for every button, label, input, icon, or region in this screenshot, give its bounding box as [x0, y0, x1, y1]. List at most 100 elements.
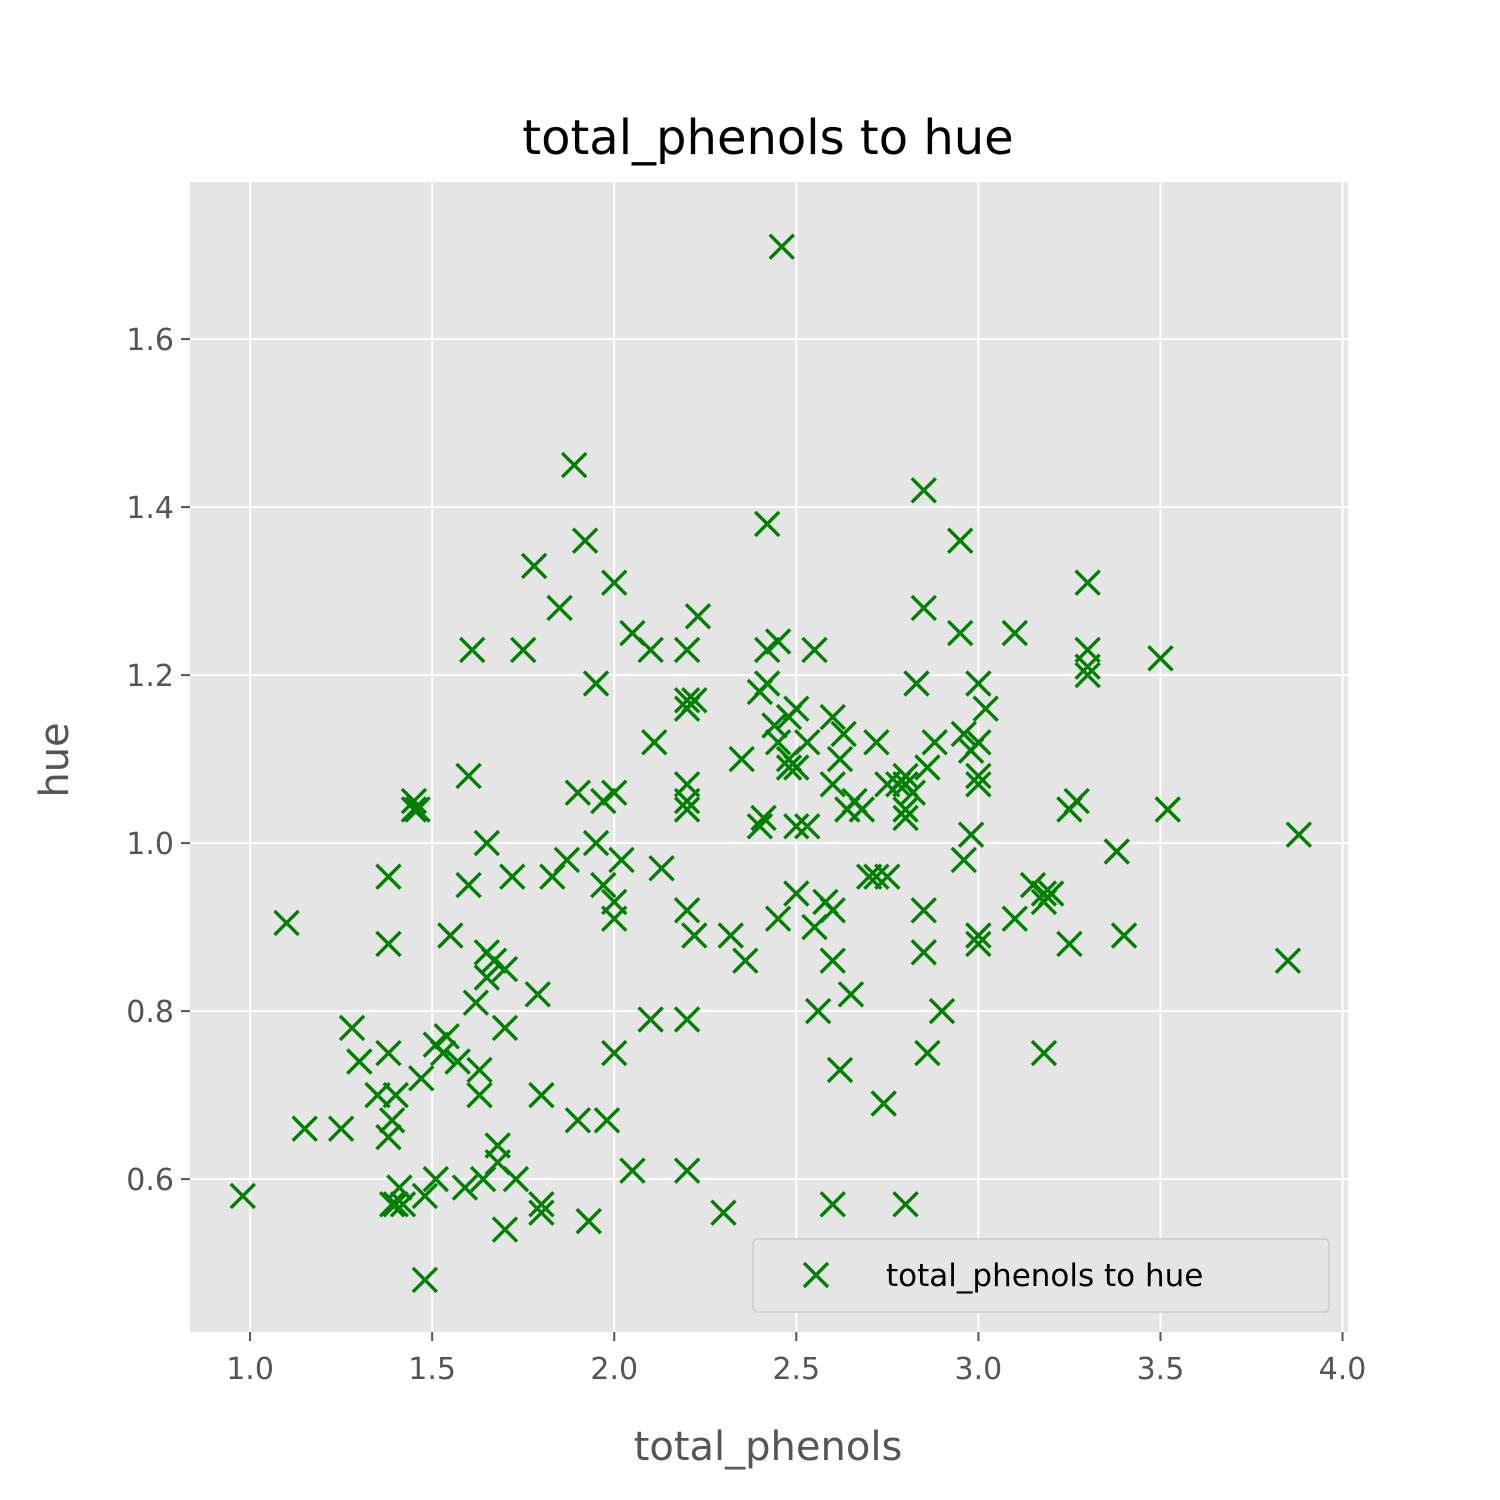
data-point: [804, 997, 832, 1025]
data-point: [382, 1191, 409, 1218]
data-point: [863, 863, 890, 890]
data-point: [528, 1081, 555, 1109]
data-point: [590, 787, 617, 815]
data-point: [921, 729, 948, 756]
data-point: [710, 1199, 737, 1226]
data-point: [1038, 880, 1065, 907]
data-point: [946, 527, 974, 554]
data-point: [1001, 905, 1029, 932]
data-point: [429, 1039, 457, 1067]
data-point: [601, 569, 628, 596]
data-point: [775, 754, 803, 781]
data-point: [1030, 1039, 1058, 1067]
data-point: [451, 1174, 479, 1201]
data-point: [764, 905, 792, 932]
data-point: [637, 636, 664, 664]
data-point: [783, 754, 810, 781]
data-point: [950, 846, 978, 874]
data-point: [459, 636, 486, 664]
data-point: [892, 804, 919, 832]
data-point: [593, 1107, 621, 1134]
data-point: [1110, 922, 1138, 949]
data-point: [546, 594, 573, 622]
data-point: [801, 636, 828, 664]
data-point: [874, 863, 901, 890]
data-point: [509, 636, 537, 664]
data-point: [637, 1006, 664, 1033]
y-tick-label: 1.6: [126, 323, 174, 358]
legend-label: total_phenols to hue: [886, 1258, 1203, 1294]
legend-marker: [802, 1261, 830, 1289]
data-point: [619, 1157, 646, 1184]
data-point: [466, 1081, 493, 1109]
x-tick-label: 1.0: [226, 1352, 274, 1387]
data-point: [444, 1048, 471, 1075]
data-point: [375, 1039, 402, 1067]
data-point: [1019, 871, 1047, 899]
data-point: [837, 981, 865, 1008]
data-point: [273, 909, 300, 937]
data-point: [914, 1039, 941, 1067]
data-point: [965, 771, 992, 798]
data-point: [819, 897, 846, 924]
data-point: [1001, 619, 1029, 647]
data-point: [928, 997, 956, 1025]
data-point: [965, 762, 992, 790]
data-point: [957, 821, 985, 848]
data-point: [648, 855, 675, 882]
data-point: [375, 1123, 402, 1151]
data-point: [965, 922, 992, 949]
data-point: [1074, 653, 1101, 680]
data-point: [783, 880, 810, 907]
data-point: [480, 947, 508, 974]
data-point: [378, 1191, 406, 1218]
data-point: [375, 930, 402, 958]
data-point: [528, 1199, 555, 1226]
data-point: [491, 1014, 519, 1042]
x-tick-label: 3.5: [1137, 1352, 1185, 1387]
data-point: [761, 712, 788, 739]
data-point: [411, 1266, 439, 1294]
y-tick-label: 0.6: [126, 1163, 174, 1198]
data-point: [338, 1014, 366, 1042]
data-point: [826, 1056, 854, 1084]
data-point: [673, 796, 701, 823]
y-tick-label: 1.2: [126, 659, 174, 694]
data-point: [732, 947, 759, 974]
data-point: [404, 796, 431, 823]
data-point: [553, 846, 581, 874]
data-point: [892, 1191, 919, 1218]
y-tick-label: 1.4: [126, 491, 174, 526]
data-point: [422, 1165, 450, 1193]
data-point: [910, 897, 937, 924]
data-point: [608, 846, 635, 874]
data-point: [753, 670, 781, 697]
data-point: [473, 964, 500, 991]
data-point: [382, 1081, 409, 1109]
data-point: [830, 720, 857, 748]
data-point: [673, 687, 701, 714]
x-tick-label: 4.0: [1319, 1352, 1367, 1387]
data-point: [794, 813, 821, 840]
data-point: [437, 922, 464, 949]
data-point: [684, 603, 712, 630]
data-point: [863, 729, 890, 756]
data-point: [673, 636, 701, 664]
data-point: [462, 989, 490, 1016]
data-point: [455, 762, 482, 790]
data-point: [1074, 661, 1101, 689]
y-tick-label: 1.0: [126, 827, 174, 862]
data-point: [1063, 787, 1090, 815]
data-points: [229, 233, 1313, 1294]
data-point: [491, 955, 519, 983]
data-point: [528, 1191, 555, 1218]
data-point: [783, 813, 810, 840]
data-point: [564, 1107, 592, 1134]
data-point: [681, 922, 708, 949]
data-point: [502, 1165, 530, 1193]
x-tick-label: 1.5: [408, 1352, 456, 1387]
data-point: [848, 796, 876, 823]
data-point: [673, 1006, 701, 1033]
data-point: [899, 779, 927, 806]
data-point: [965, 930, 992, 958]
